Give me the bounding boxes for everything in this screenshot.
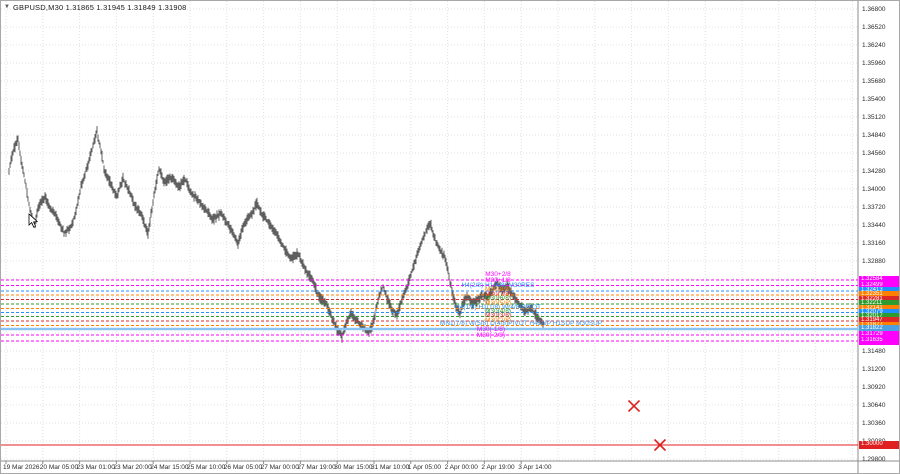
time-axis-label: 30 Mar 15:00 <box>334 464 373 471</box>
level-price-tag-m30-5-8[interactable]: 1.32141 <box>859 304 899 312</box>
cross-mark-lower[interactable] <box>653 438 667 452</box>
grid-lines <box>1 1 858 461</box>
level-price-tag-h4-h1-w-pivot[interactable]: 1.32079 <box>859 308 899 316</box>
mouse-cursor-icon <box>28 213 39 228</box>
price-axis-label: 1.32880 <box>862 257 886 265</box>
level-price-tag-m30-3-8[interactable]: 1.31947 <box>859 317 899 325</box>
price-bars <box>8 126 545 343</box>
level-price-tag-m30-4-8[interactable]: 1.32017 <box>859 312 899 320</box>
level-price-tag-h4-h1-m30res[interactable]: 1.32413 <box>859 287 899 295</box>
level-price-tag-m30-minus-2-8[interactable]: 1.31635 <box>859 337 899 345</box>
chart-title-ohlc: GBPUSD,M30 1.31865 1.31945 1.31849 1.319… <box>13 3 187 12</box>
time-axis-label: 31 Mar 10:00 <box>371 464 410 471</box>
time-axis-label: 20 Mar 05:00 <box>39 464 79 471</box>
price-axis-label: 1.35960 <box>862 59 886 67</box>
level-price-tag-multi-tf-support[interactable]: 1.31822 <box>859 325 899 333</box>
price-axis-label: 1.34840 <box>862 131 886 139</box>
time-axis-label: 27 Mar 19:00 <box>297 464 336 471</box>
time-axis-label: 2 Apr 00:00 <box>444 464 478 471</box>
time-axis-label: 2 Apr 19:00 <box>481 464 515 471</box>
price-axis-label: 1.36520 <box>862 23 886 31</box>
time-axis-label: 27 Mar 00:00 <box>260 464 299 471</box>
price-axis-label: 1.35400 <box>862 95 886 103</box>
price-axis-label: 1.36800 <box>862 5 886 13</box>
price-axis-label: 1.33720 <box>862 203 886 211</box>
price-axis-label: 1.36240 <box>862 41 886 49</box>
time-axis-label: 26 Mar 05:00 <box>223 464 263 471</box>
price-axis-label: 1.35680 <box>862 77 886 85</box>
price-axis-label: 1.33160 <box>862 239 886 247</box>
time-axis-label: 24 Mar 15:00 <box>150 464 189 471</box>
price-axis-label: 1.31480 <box>862 347 886 355</box>
price-axis-label: 1.29800 <box>862 455 886 463</box>
price-axis-label: 1.30920 <box>862 383 886 391</box>
time-axis-label: 23 Mar 01:00 <box>76 464 115 471</box>
level-price-tag-m30-plus-1-8[interactable]: 1.32499 <box>859 281 899 289</box>
level-price-tag-m30-8-8[interactable]: 1.32351 <box>859 291 899 299</box>
time-axis-label: 1 Apr 05:00 <box>407 464 442 471</box>
symbol-dropdown-icon[interactable]: ▼ <box>4 4 10 10</box>
level-price-tag-m30-7-8[interactable]: 1.32281 <box>859 295 899 303</box>
level-price-tag-m30-minus-1-8[interactable]: 1.31729 <box>859 331 899 339</box>
price-axis-label: 1.34000 <box>862 185 886 193</box>
cross-mark-upper[interactable] <box>627 399 641 413</box>
level-price-tag-m30-plus-2-8[interactable]: 1.32584 <box>859 276 899 284</box>
price-axis-label: 1.31200 <box>862 365 886 373</box>
time-axis-label: 3 Apr 14:00 <box>518 464 552 471</box>
time-axis-label: 23 Mar 20:00 <box>113 464 152 471</box>
price-axis-label: 1.35120 <box>862 113 886 121</box>
price-axis-label: 1.30360 <box>862 419 886 427</box>
time-axis-label: 25 Mar 10:00 <box>187 464 226 471</box>
price-axis-label: 1.33440 <box>862 221 886 229</box>
time-axis-label: 19 Mar 2026 <box>3 464 40 471</box>
price-axis-label: 1.30640 <box>862 401 886 409</box>
price-axis-label: 1.34280 <box>862 167 886 175</box>
price-axis-label: 1.34560 <box>862 149 886 157</box>
level-price-tag-red-support-level[interactable]: 1.30000 <box>859 441 899 449</box>
level-price-tag-m30-6-8[interactable]: 1.32211 <box>859 300 899 308</box>
